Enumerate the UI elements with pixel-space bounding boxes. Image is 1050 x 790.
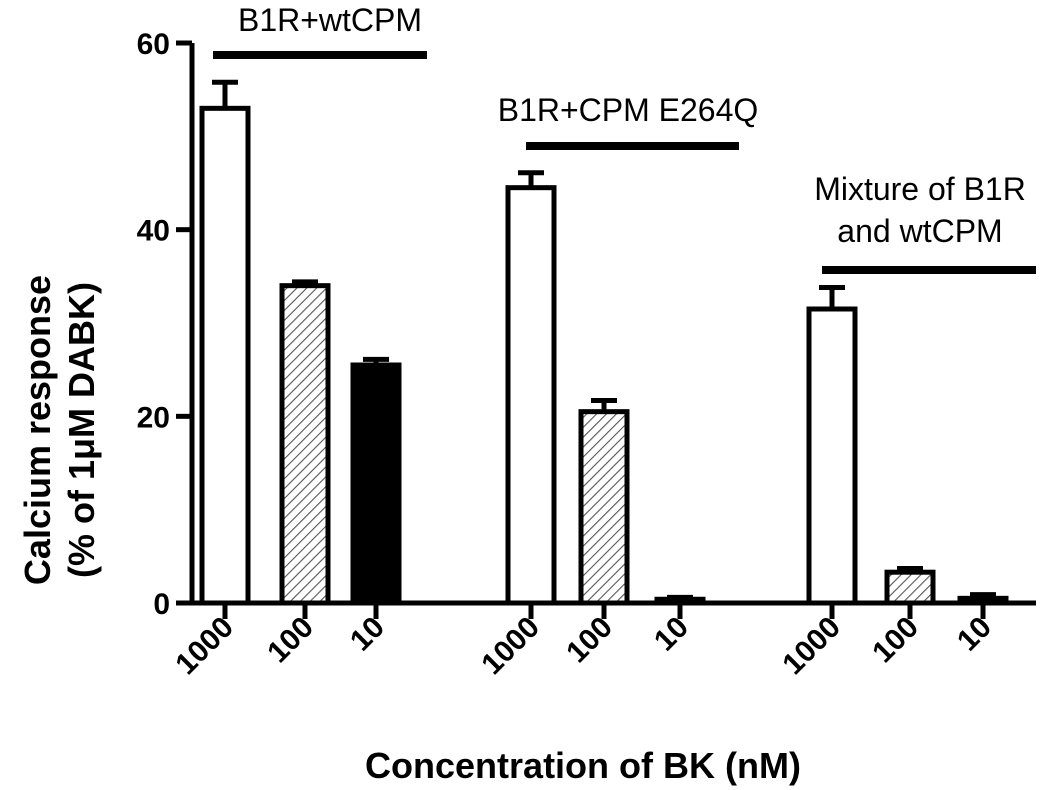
- group-label: and wtCPM: [837, 213, 1002, 249]
- bar: [654, 596, 706, 606]
- bar: [505, 185, 557, 606]
- x-tick-label: 10: [951, 611, 998, 658]
- group-label: Mixture of B1R: [814, 171, 1026, 207]
- x-tick-label: 1000: [776, 611, 847, 682]
- x-tick-label: 100: [261, 611, 320, 670]
- y-tick-label: 40: [137, 215, 170, 248]
- y-tick-label: 0: [153, 588, 170, 621]
- y-axis-title: Calcium response (% of 1μM DABK): [17, 275, 102, 585]
- group-annotations: B1R+wtCPM B1R+CPM E264Q Mixture of B1R and …: [213, 2, 1036, 274]
- bar: [884, 569, 936, 606]
- bar: [578, 409, 630, 606]
- bar: [350, 362, 402, 606]
- x-tick-label: 100: [560, 611, 619, 670]
- group-label: B1R+wtCPM: [238, 2, 422, 38]
- x-tick-label: 1000: [169, 611, 240, 682]
- y-axis-title-line-2: (% of 1μM DABK): [61, 282, 102, 578]
- y-tick-label: 60: [137, 28, 170, 61]
- bar: [279, 283, 331, 606]
- bar: [806, 306, 858, 606]
- x-axis-title: Concentration of BK (nM): [365, 745, 801, 786]
- group-label: B1R+CPM E264Q: [498, 92, 759, 128]
- y-axis-title-line-1: Calcium response: [17, 275, 58, 585]
- bar: [199, 105, 251, 606]
- x-tick-label: 100: [866, 611, 925, 670]
- x-tick-label: 10: [648, 611, 695, 658]
- x-tick-label: 1000: [475, 611, 546, 682]
- bar: [957, 595, 1009, 606]
- y-tick-label: 20: [137, 401, 170, 434]
- x-tick-label: 10: [344, 611, 391, 658]
- bars: [199, 105, 1009, 606]
